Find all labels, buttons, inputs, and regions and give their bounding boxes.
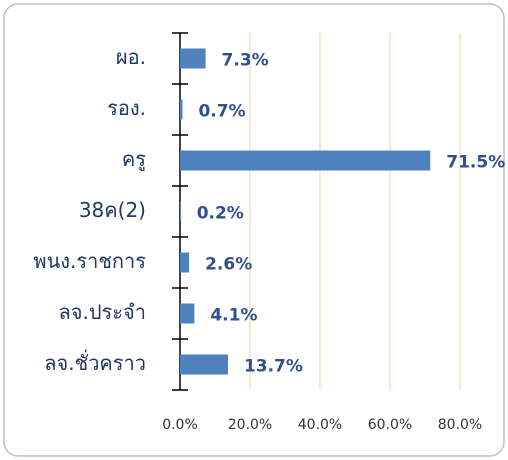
bar [180,99,183,120]
y-tick-label: ผอ. [116,45,146,69]
data-label: 13.7% [244,357,303,377]
bar [180,48,206,69]
bar [180,150,431,171]
data-label: 0.2% [197,204,244,224]
y-tick-label: พนง.ราชการ [33,249,146,273]
x-tick-label: 20.0% [228,417,272,433]
bar [180,303,195,324]
x-tick-label: 40.0% [298,417,342,433]
chart-frame [3,3,505,457]
y-tick-label: ครู [122,147,146,172]
data-label: 4.1% [210,306,257,326]
bar [180,201,181,222]
x-tick-label: 0.0% [162,417,198,433]
x-tick-label: 60.0% [368,417,412,433]
y-tick-label: 38ค(2) [79,198,146,222]
bar [180,354,228,375]
data-label: 2.6% [205,255,252,275]
bar [180,252,190,273]
data-label: 7.3% [222,51,269,71]
data-label: 0.7% [198,102,245,122]
y-tick-label: ลจ.ชั่วคราว [44,349,146,375]
x-tick-label: 80.0% [438,417,482,433]
data-label: 71.5% [446,153,505,173]
y-tick-label: รอง. [107,96,146,120]
y-tick-label: ลจ.ประจำ [59,300,146,324]
